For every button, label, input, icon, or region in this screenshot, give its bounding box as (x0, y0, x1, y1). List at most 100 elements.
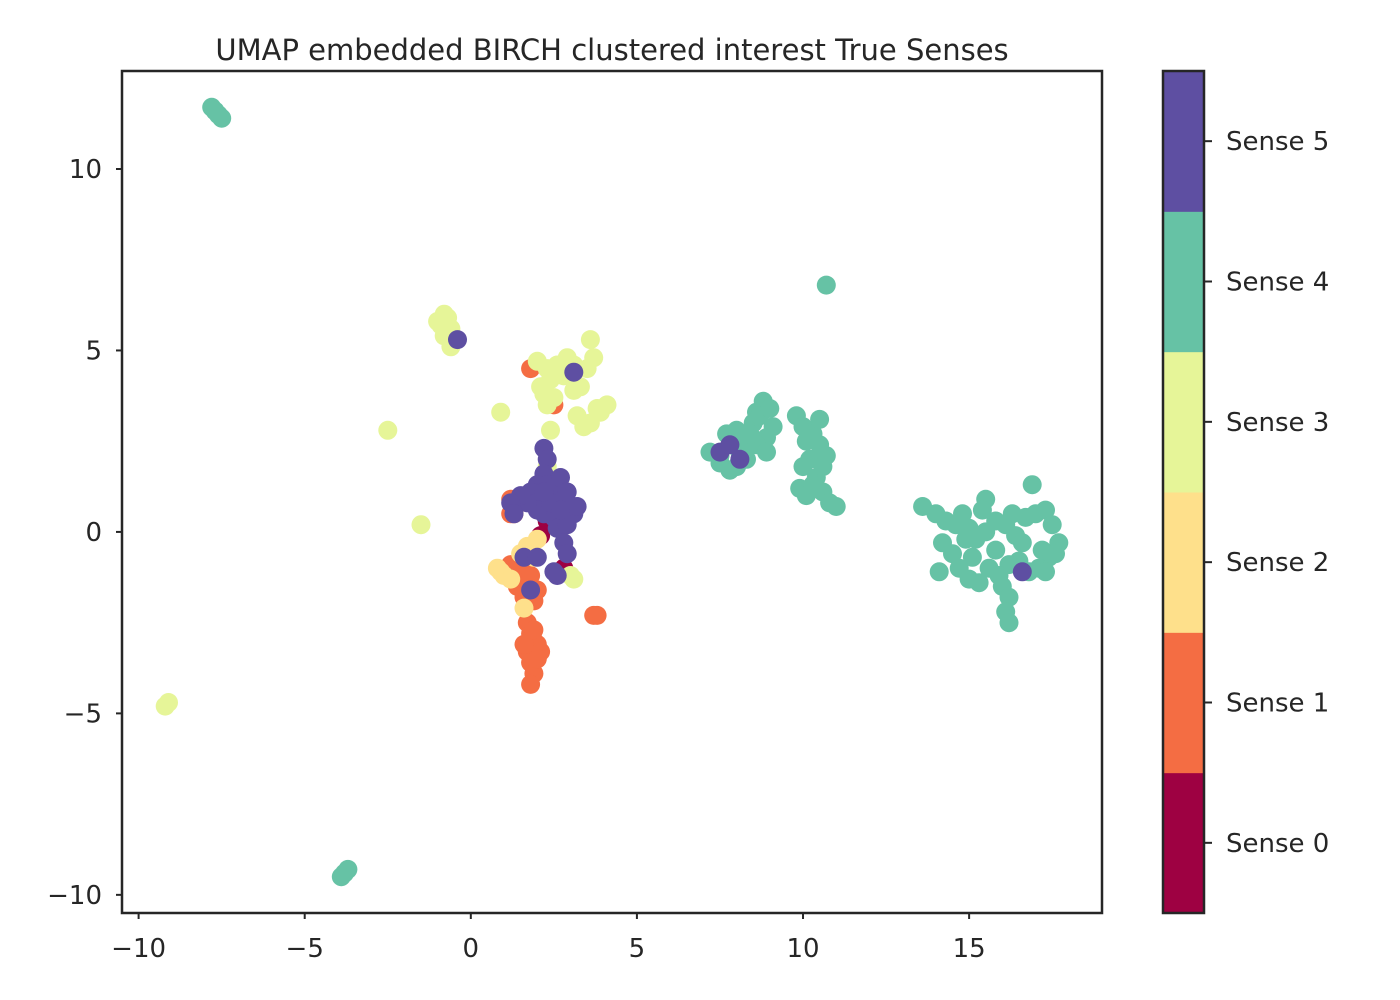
scatter-point (986, 540, 1006, 560)
scatter-point (331, 867, 351, 887)
scatter-point (551, 468, 570, 487)
scatter-point (564, 380, 584, 400)
scatter-point (155, 696, 175, 716)
scatter-point (567, 497, 587, 516)
scatter-point (1012, 562, 1032, 582)
scatter-point (428, 311, 448, 331)
scatter-points (155, 97, 1069, 887)
colorbar-segment (1163, 71, 1204, 212)
scatter-point (527, 547, 547, 567)
scatter-point (524, 620, 544, 640)
plot-area (122, 71, 1102, 913)
scatter-point (504, 504, 524, 524)
scatter-point (564, 569, 584, 589)
scatter-point (999, 587, 1019, 607)
colorbar-label: Sense 3 (1226, 408, 1329, 438)
scatter-point (816, 446, 836, 466)
scatter-point (527, 529, 547, 549)
scatter-point (580, 330, 600, 350)
scatter-point (1046, 544, 1065, 564)
scatter-point (1012, 533, 1032, 553)
scatter-point (491, 402, 511, 422)
scatter-point (521, 580, 541, 600)
scatter-point (514, 598, 534, 618)
chart-title: UMAP embedded BIRCH clustered interest T… (215, 33, 1008, 67)
scatter-point (557, 348, 577, 368)
scatter-point (514, 634, 534, 654)
x-tick-label: 15 (953, 934, 986, 964)
x-tick-label: 10 (786, 934, 819, 964)
y-tick-label: 0 (85, 518, 102, 548)
scatter-point (584, 605, 604, 625)
plot-frame (120, 69, 1104, 915)
scatter-point (826, 497, 846, 516)
colorbar-segment (1163, 492, 1204, 633)
scatter-point (521, 674, 541, 694)
scatter-point (551, 500, 570, 520)
scatter-point (1042, 515, 1062, 535)
colorbar-segment (1163, 772, 1204, 914)
x-tick-label: 0 (463, 934, 480, 964)
scatter-point (547, 566, 567, 585)
colorbar-label: Sense 2 (1226, 548, 1329, 578)
colorbar-label: Sense 1 (1226, 689, 1329, 719)
scatter-point (949, 558, 969, 578)
scatter-point (720, 435, 740, 455)
scatter-point (933, 533, 952, 553)
scatter-point (1036, 500, 1055, 520)
scatter-point (501, 569, 521, 589)
colorbar: Sense 0 Sense 1 Sense 2 Sense 3 Sense 4 Sense… (1161, 69, 1329, 915)
colorbar-label: Sense 4 (1226, 268, 1329, 298)
scatter-point (1002, 504, 1022, 524)
scatter-point (953, 504, 972, 524)
scatter-point (411, 515, 431, 535)
scatter-point (521, 566, 541, 585)
scatter-point (740, 424, 760, 444)
scatter-point (956, 529, 976, 549)
y-tick-label: −10 (47, 881, 102, 911)
scatter-point (557, 482, 577, 502)
scatter-point (929, 562, 949, 582)
y-tick-label: −5 (64, 699, 102, 729)
scatter-point (999, 613, 1019, 633)
colorbar-segment (1163, 351, 1204, 493)
y-tick-label: 10 (69, 155, 102, 185)
scatter-point (205, 101, 225, 121)
colorbar-label: Sense 5 (1226, 127, 1329, 157)
scatter-point (527, 649, 547, 669)
scatter-point (730, 449, 750, 469)
scatter-point (810, 409, 830, 429)
scatter-point (972, 500, 992, 520)
scatter-point (584, 348, 604, 368)
y-axis: −10 −5 0 5 10 (47, 155, 122, 911)
scatter-point (1036, 562, 1055, 582)
scatter-point (537, 449, 557, 469)
scatter-point (541, 420, 560, 440)
scatter-point (760, 399, 780, 418)
x-tick-label: 5 (629, 934, 646, 964)
colorbar-segment (1163, 632, 1204, 774)
scatter-point (378, 420, 398, 440)
scatter-point (793, 457, 813, 477)
scatter-point (1022, 475, 1042, 495)
scatter-point (979, 558, 999, 578)
y-tick-label: 5 (85, 336, 102, 366)
scatter-point (514, 547, 534, 567)
colorbar-segment (1163, 211, 1204, 353)
colorbar-frame (1161, 69, 1206, 915)
colorbar-label: Sense 0 (1226, 829, 1329, 859)
scatter-point (557, 515, 577, 535)
scatter-point (587, 399, 607, 418)
scatter-point (534, 482, 554, 502)
scatter-point (757, 442, 776, 462)
scatter-point (544, 388, 564, 408)
scatter-point (557, 544, 577, 564)
scatter-point (962, 547, 982, 567)
scatter-point (564, 362, 584, 382)
x-tick-label: −10 (111, 934, 166, 964)
scatter-point (448, 330, 467, 350)
x-tick-label: −5 (286, 934, 324, 964)
scatter-point (816, 275, 836, 295)
x-axis: −10 −5 0 5 10 15 (111, 913, 986, 964)
